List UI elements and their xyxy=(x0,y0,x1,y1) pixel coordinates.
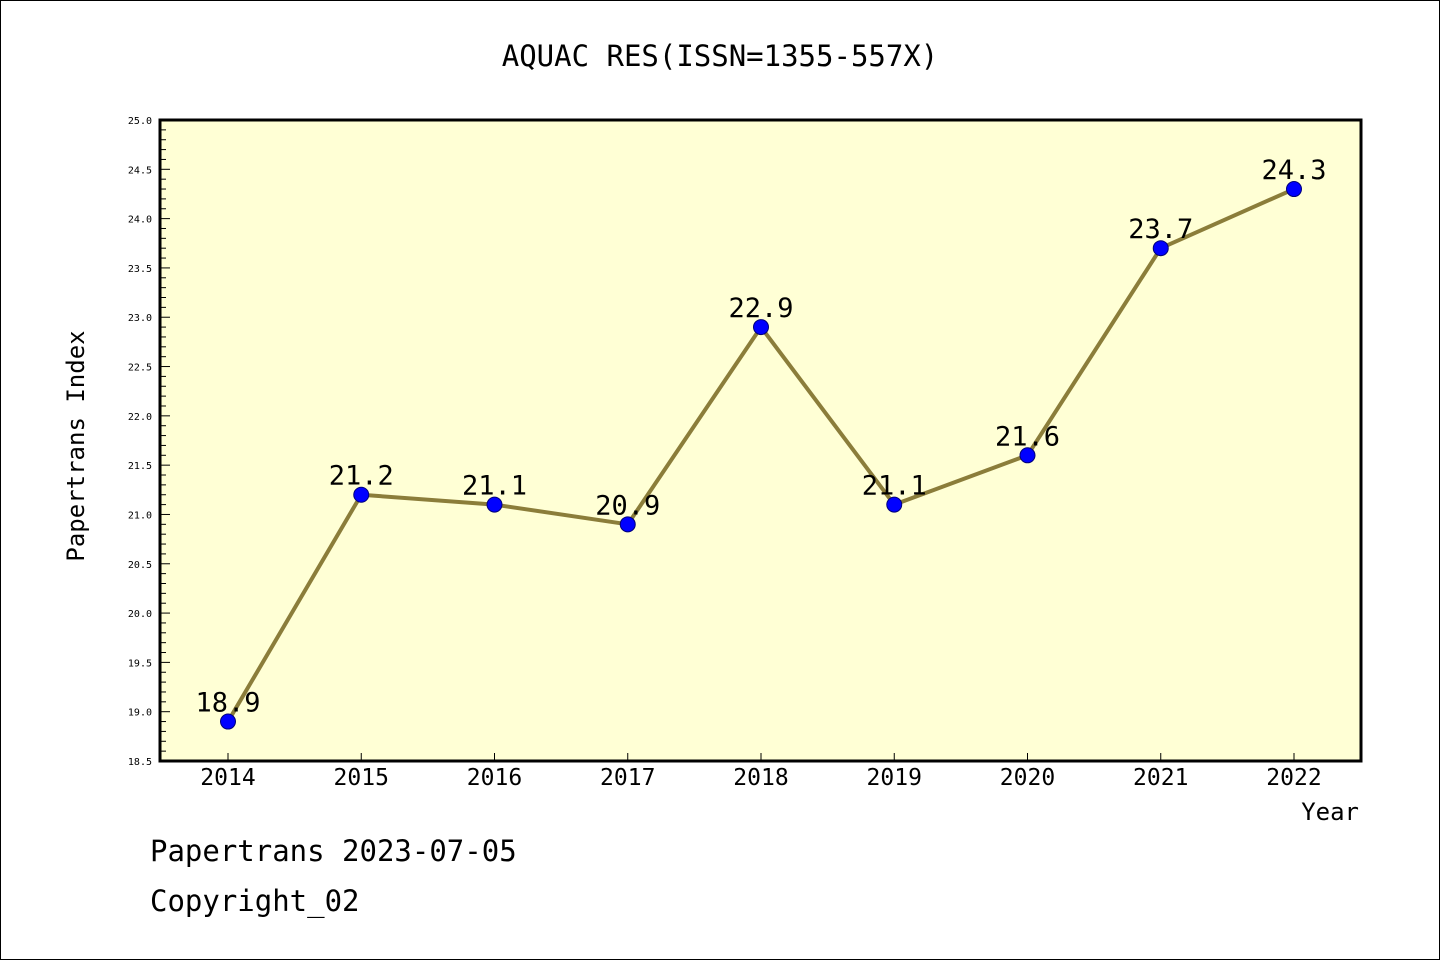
x-axis: 2014 2015 2016 2017 2018 2019 2020 2021 2022 xyxy=(200,753,1322,791)
x-tick-label: 2021 xyxy=(1133,765,1188,791)
footer-copyright: Copyright_02 xyxy=(150,884,360,918)
y-tick-label: 18.5 xyxy=(128,757,152,768)
data-point xyxy=(1286,181,1302,198)
y-tick-label: 22.0 xyxy=(128,412,152,423)
footer-date: Papertrans 2023-07-05 xyxy=(150,834,517,868)
y-axis-label: Papertrans Index xyxy=(62,330,90,561)
x-tick-label: 2016 xyxy=(467,765,522,791)
y-tick-label: 23.5 xyxy=(128,264,152,275)
data-point xyxy=(1019,447,1036,464)
x-axis-label: Year xyxy=(1301,798,1359,826)
y-axis: 18.5 19.0 19.5 20.0 20.5 21.0 21.5 22.0 22.5 23.0… xyxy=(128,116,170,768)
x-tick-label: 2017 xyxy=(600,765,655,791)
chart-title: AQUAC RES(ISSN=1355-557X) xyxy=(502,39,939,73)
y-tick-label: 23.0 xyxy=(128,313,152,324)
series-layer xyxy=(220,181,1302,730)
data-point xyxy=(886,496,903,513)
data-label: 22.9 xyxy=(728,293,793,324)
data-label: 23.7 xyxy=(1128,214,1193,245)
data-point xyxy=(486,496,503,513)
data-label: 21.2 xyxy=(329,461,394,492)
data-label: 21.1 xyxy=(462,471,527,502)
x-tick-label: 2019 xyxy=(867,765,922,791)
data-point xyxy=(753,319,769,336)
data-label: 24.3 xyxy=(1261,155,1326,186)
x-tick-label: 2018 xyxy=(733,765,788,791)
data-label: 20.9 xyxy=(595,490,660,521)
y-tick-label: 21.5 xyxy=(128,461,152,472)
data-label: 18.9 xyxy=(195,688,260,719)
data-labels: 18.9 21.2 21.1 20.9 22.9 21.1 21.6 23.7 24.3 xyxy=(195,155,1326,719)
y-tick-label: 25.0 xyxy=(128,116,152,127)
data-label: 21.6 xyxy=(995,421,1060,452)
y-tick-label: 24.5 xyxy=(128,165,152,176)
plot-area xyxy=(158,118,1363,763)
data-point xyxy=(619,516,636,533)
y-tick-label: 21.0 xyxy=(128,510,152,521)
x-tick-label: 2015 xyxy=(334,765,389,791)
x-tick-label: 2014 xyxy=(200,765,255,791)
data-point xyxy=(353,486,370,503)
y-tick-label: 19.0 xyxy=(128,708,152,719)
y-tick-label: 24.0 xyxy=(128,215,152,226)
x-tick-label: 2020 xyxy=(1000,765,1055,791)
data-label: 21.1 xyxy=(862,471,927,502)
x-tick-label: 2022 xyxy=(1266,765,1321,791)
y-tick-label: 19.5 xyxy=(128,658,152,669)
y-tick-label: 20.5 xyxy=(128,560,152,571)
data-point xyxy=(220,713,236,730)
y-tick-label: 22.5 xyxy=(128,363,152,374)
data-point xyxy=(1152,240,1169,257)
y-tick-label: 20.0 xyxy=(128,609,152,620)
